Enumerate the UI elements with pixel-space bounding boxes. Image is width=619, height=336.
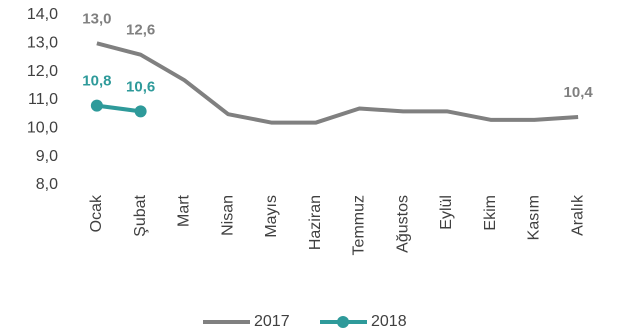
y-tick-label: 12,0 xyxy=(27,63,58,80)
legend-label: 2017 xyxy=(254,313,290,330)
y-tick-label: 11,0 xyxy=(28,91,58,108)
legend-label: 2018 xyxy=(371,313,407,330)
x-tick-label: Şubat xyxy=(132,194,149,236)
x-tick-label: Haziran xyxy=(307,195,324,250)
x-tick-label: Ocak xyxy=(88,194,105,232)
x-tick-label: Kasım xyxy=(526,195,543,240)
x-tick-label: Eylül xyxy=(438,195,455,230)
x-tick-label: Temmuz xyxy=(351,195,368,255)
value-label: 12,6 xyxy=(126,22,155,39)
y-tick-label: 9,0 xyxy=(36,148,58,165)
x-tick-label: Mayıs xyxy=(263,195,280,238)
y-tick-label: 10,0 xyxy=(27,120,58,137)
point xyxy=(134,105,147,118)
series-line xyxy=(96,103,141,114)
series-line xyxy=(96,41,579,125)
y-tick-label: 8,0 xyxy=(36,176,58,193)
x-tick-label: Ekim xyxy=(482,195,499,231)
value-label: 10,4 xyxy=(564,84,594,101)
y-tick-label: 13,0 xyxy=(27,35,58,52)
value-label: 10,8 xyxy=(82,73,111,90)
x-tick-label: Mart xyxy=(176,194,193,227)
y-tick-label: 14,0 xyxy=(27,6,58,23)
x-tick-label: Aralık xyxy=(569,194,586,236)
value-label: 13,0 xyxy=(82,10,111,27)
legend-marker xyxy=(337,316,349,328)
x-tick-label: Nisan xyxy=(219,195,236,236)
value-label: 10,6 xyxy=(126,78,155,95)
point xyxy=(90,99,103,112)
x-tick-label: Ağustos xyxy=(394,195,411,253)
